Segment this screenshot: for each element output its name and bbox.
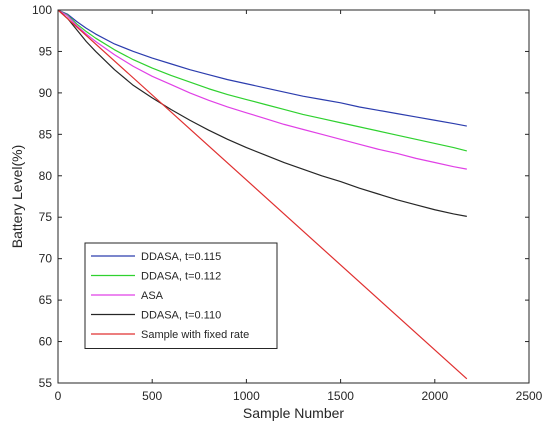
y-tick-label: 65 xyxy=(39,293,53,307)
series-line-5 xyxy=(57,9,468,380)
plot-frame xyxy=(57,9,530,384)
y-tick-label: 85 xyxy=(39,127,53,141)
series-line-1 xyxy=(57,9,467,127)
x-tick-label: 2000 xyxy=(421,389,448,403)
x-tick-label: 1500 xyxy=(327,389,354,403)
legend-label: Sample with fixed rate xyxy=(141,329,249,341)
y-tick-label: 70 xyxy=(39,252,53,266)
y-tick-label: 80 xyxy=(39,169,53,183)
y-tick-label: 100 xyxy=(32,3,52,17)
x-tick-label: 1000 xyxy=(233,389,260,403)
legend: DDASA, t=0.115 DDASA, t=0.112 ASA DDASA, t=… xyxy=(84,242,278,349)
x-tick-label: 500 xyxy=(142,389,162,403)
axis-ticks: 0 500 1000 1500 2000 2500 55 60 65 70 75 80 85 90 95 10… xyxy=(32,3,543,403)
legend-label: ASA xyxy=(141,290,164,302)
series-line-2 xyxy=(57,9,467,152)
y-tick-label: 60 xyxy=(39,335,53,349)
series-layer xyxy=(57,9,468,380)
y-tick-label: 90 xyxy=(39,86,53,100)
x-tick-label: 2500 xyxy=(516,389,543,403)
y-tick-label: 95 xyxy=(39,44,53,58)
legend-label: DDASA, t=0.112 xyxy=(141,271,221,283)
x-axis-label: Sample Number xyxy=(243,405,344,421)
legend-label: DDASA, t=0.110 xyxy=(141,310,221,322)
legend-box xyxy=(84,242,278,349)
y-tick-label: 55 xyxy=(39,376,53,390)
legend-label: DDASA, t=0.115 xyxy=(141,251,221,263)
series-line-4 xyxy=(57,9,467,217)
y-axis-label: Battery Level(%) xyxy=(9,145,25,248)
series-line-3 xyxy=(57,9,467,170)
x-tick-label: 0 xyxy=(55,389,62,403)
y-tick-label: 75 xyxy=(39,210,53,224)
